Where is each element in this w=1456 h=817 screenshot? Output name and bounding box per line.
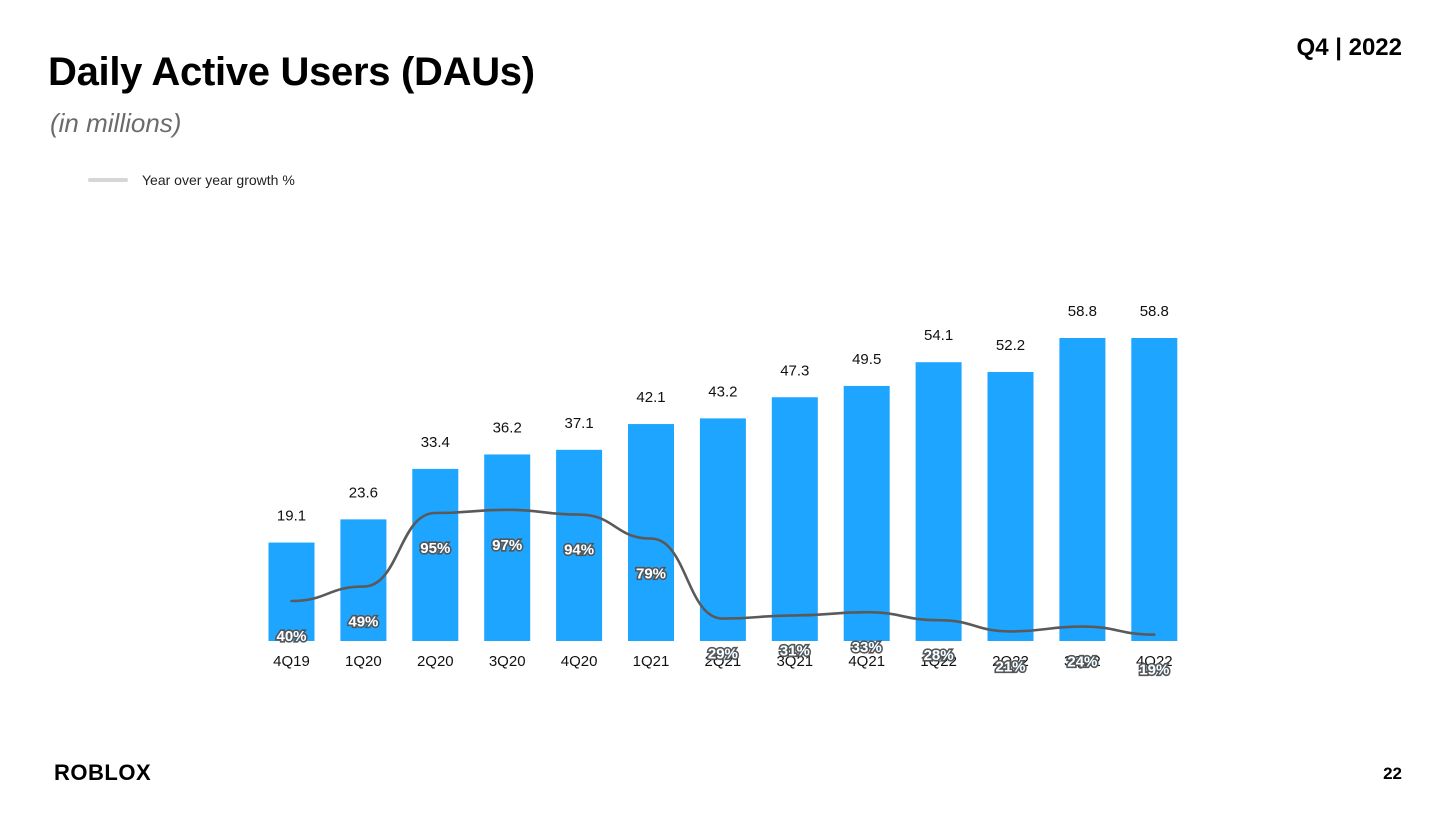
bar-3Q20 xyxy=(484,454,531,641)
bar-value-label: 47.3 xyxy=(780,362,809,379)
category-label: 3Q22 xyxy=(1064,653,1101,670)
growth-label-fill: 97% xyxy=(492,537,522,554)
growth-label-fill: 94% xyxy=(564,542,594,559)
bar-value-label: 43.2 xyxy=(708,383,737,400)
roblox-logo: ROBLOX xyxy=(54,760,152,785)
growth-label-fill: 29% xyxy=(708,646,738,663)
bar-value-label: 37.1 xyxy=(564,415,593,432)
category-label: 1Q21 xyxy=(633,653,670,670)
growth-label: 40% xyxy=(276,628,306,645)
growth-label-fill: 79% xyxy=(636,566,666,583)
bar-value-label: 49.5 xyxy=(852,351,881,368)
growth-label-fill: 28% xyxy=(924,647,954,664)
growth-label-fill: 49% xyxy=(348,614,378,631)
growth-label: 79% xyxy=(636,566,666,583)
chart-legend: Year over year growth % xyxy=(88,172,295,188)
category-label: 1Q20 xyxy=(345,653,382,670)
bar-4Q20 xyxy=(556,449,603,641)
growth-label: 49% xyxy=(348,614,378,631)
bar-2Q21 xyxy=(699,418,746,641)
growth-line xyxy=(290,508,1156,636)
bar-value-label: 42.1 xyxy=(636,389,665,406)
bar-value-label: 19.1 xyxy=(277,508,306,525)
growth-label: 94% xyxy=(564,542,594,559)
growth-label-fill: 40% xyxy=(276,628,306,645)
growth-label: 19% xyxy=(1139,662,1169,679)
bar-value-label: 58.8 xyxy=(1068,303,1097,320)
growth-label: 28% xyxy=(924,647,954,664)
bar-value-label: 23.6 xyxy=(349,484,378,501)
growth-label: 21% xyxy=(995,658,1025,675)
bar-4Q19 xyxy=(268,542,315,641)
category-label: 4Q19 xyxy=(273,653,310,670)
category-label: 4Q22 xyxy=(1136,653,1173,670)
bar-1Q22 xyxy=(915,362,962,641)
category-label: 3Q20 xyxy=(489,653,526,670)
bar-3Q22 xyxy=(1059,338,1106,641)
page-number: 22 xyxy=(1383,764,1402,783)
growth-label-fill: 19% xyxy=(1139,662,1169,679)
bar-3Q21 xyxy=(771,397,818,641)
category-label: 4Q20 xyxy=(561,653,598,670)
bar-value-label: 36.2 xyxy=(493,419,522,436)
legend-label: Year over year growth % xyxy=(142,172,295,188)
category-label: 2Q22 xyxy=(992,653,1029,670)
growth-label: 97% xyxy=(492,537,522,554)
category-label: 3Q21 xyxy=(776,653,813,670)
growth-label-fill: 21% xyxy=(995,658,1025,675)
bar-1Q21 xyxy=(628,424,674,641)
growth-label-fill: 31% xyxy=(780,642,810,659)
growth-label-fill: 33% xyxy=(852,639,882,656)
growth-label: 29% xyxy=(708,646,738,663)
bar-value-label: 33.4 xyxy=(421,434,450,451)
page-subtitle: (in millions) xyxy=(50,108,182,138)
category-label: 2Q20 xyxy=(417,653,454,670)
category-label: 4Q21 xyxy=(848,653,885,670)
legend-line-swatch xyxy=(88,178,128,182)
growth-label: 24% xyxy=(1067,654,1097,671)
bar-2Q22 xyxy=(987,372,1034,641)
bar-4Q21 xyxy=(843,385,890,641)
bar-value-label: 54.1 xyxy=(924,327,953,344)
category-label: 2Q21 xyxy=(705,653,742,670)
growth-label: 31% xyxy=(780,642,810,659)
growth-label: 95% xyxy=(420,540,450,557)
growth-label-fill: 24% xyxy=(1067,654,1097,671)
growth-label: 33% xyxy=(852,639,882,656)
page-title: Daily Active Users (DAUs) xyxy=(48,50,535,94)
bar-value-label: 52.2 xyxy=(996,337,1025,354)
bar-2Q20 xyxy=(412,468,459,641)
bar-4Q22 xyxy=(1131,338,1178,641)
period-label: Q4 | 2022 xyxy=(1296,34,1402,61)
growth-label-fill: 95% xyxy=(420,540,450,557)
category-label: 1Q22 xyxy=(920,653,957,670)
bar-value-label: 58.8 xyxy=(1140,303,1169,320)
